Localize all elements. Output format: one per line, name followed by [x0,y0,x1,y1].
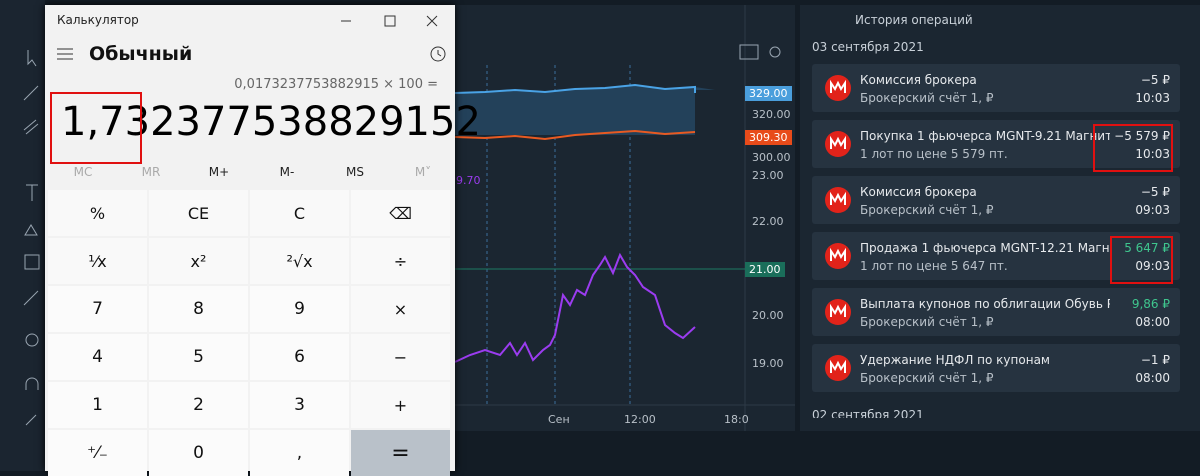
item-subtitle: Брокерский счёт 1, ₽ [860,371,994,385]
x-label: Сен [548,413,570,426]
history-date: 02 сентября 2021 [812,408,924,418]
item-amount: 9,86 ₽ [1131,297,1170,311]
memory-button[interactable]: M+ [208,165,230,179]
memory-button[interactable]: M˅ [414,165,432,179]
item-time: 09:03 [1135,259,1170,273]
price-tag: 309.30 [745,130,792,145]
highlight [50,92,142,164]
key[interactable]: 5 [149,334,248,380]
item-title: Продажа 1 фьючерса MGNT-12.21 Магнит [860,241,1110,255]
key[interactable]: ⁺⁄₋ [48,430,147,476]
item-amount: −5 ₽ [1140,185,1170,199]
key[interactable]: CE [149,190,248,236]
key[interactable]: 4 [48,334,147,380]
key[interactable]: 6 [250,334,349,380]
window-title: Калькулятор [57,13,139,27]
history-item[interactable]: Комиссия брокера Брокерский счёт 1, ₽ −5 ₽… [812,176,1180,224]
display: 1,732377538829152 [61,99,481,145]
key[interactable]: % [48,190,147,236]
price-label: 22.00 [752,215,784,228]
price-label: 23.00 [752,169,784,182]
memory-button[interactable]: MS [346,165,364,179]
price-label: 300.00 [752,151,791,164]
item-title: Выплата купонов по облигации Обувь Рос… [860,297,1110,311]
chart-drawing [454,5,795,431]
item-title: Комиссия брокера [860,185,977,199]
item-time: 10:03 [1135,91,1170,105]
key[interactable]: × [351,286,450,332]
item-subtitle: Брокерский счёт 1, ₽ [860,315,994,329]
chart-panel [454,5,795,431]
item-subtitle: Брокерский счёт 1, ₽ [860,203,994,217]
key[interactable]: ¹⁄x [48,238,147,284]
item-time: 08:00 [1135,371,1170,385]
item-time: 08:00 [1135,315,1170,329]
logo [825,131,851,157]
logo [825,355,851,381]
key[interactable]: = [351,430,450,476]
toolbar [0,0,45,471]
key[interactable]: 3 [250,382,349,428]
key[interactable]: 1 [48,382,147,428]
key[interactable]: , [250,430,349,476]
key[interactable]: − [351,334,450,380]
key[interactable]: ²√x [250,238,349,284]
price-tag: 21.00 [745,262,785,277]
key[interactable]: 0 [149,430,248,476]
price-label: 20.00 [752,309,784,322]
item-amount: 5 647 ₽ [1124,241,1170,255]
key[interactable]: x² [149,238,248,284]
item-time: 10:03 [1135,147,1170,161]
logo [825,243,851,269]
key[interactable]: 9 [250,286,349,332]
item-time: 09:03 [1135,203,1170,217]
memory-button[interactable]: M- [279,165,295,179]
series-label: 9.70 [456,174,481,187]
memory-button[interactable]: MR [141,165,161,179]
history-date: 03 сентября 2021 [812,40,924,54]
item-amount: −1 ₽ [1140,353,1170,367]
highlight [1110,236,1173,284]
history-item[interactable]: Удержание НДФЛ по купонам Брокерский счёт… [812,344,1180,392]
price-label: 19.00 [752,357,784,370]
logo [825,299,851,325]
item-title: Комиссия брокера [860,73,977,87]
item-amount: −5 579 ₽ [1114,129,1170,143]
price-label: 320.00 [752,108,791,121]
history-item[interactable]: Продажа 1 фьючерса MGNT-12.21 Магнит 1 ло… [812,232,1180,280]
window-controls[interactable] [335,13,450,29]
logo [825,75,851,101]
menu-icon[interactable] [57,47,77,61]
key[interactable]: + [351,382,450,428]
history-icon[interactable] [429,45,447,63]
memory-button[interactable]: MC [73,165,93,179]
x-label: 12:00 [624,413,656,426]
mode-title: Обычный [89,43,193,65]
key[interactable]: 2 [149,382,248,428]
item-amount: −5 ₽ [1140,73,1170,87]
history-item[interactable]: Покупка 1 фьючерса MGNT-9.21 Магнит 1 лот… [812,120,1180,168]
key[interactable]: 8 [149,286,248,332]
price-tag: 329.00 [745,86,792,101]
key[interactable]: C [250,190,349,236]
key[interactable]: ⌫ [351,190,450,236]
x-label: 18:0 [724,413,749,426]
calculator-window: Калькулятор Обычный 0,0173237753882915 ×… [45,5,481,476]
history-item[interactable]: Комиссия брокера Брокерский счёт 1, ₽ −5 ₽… [812,64,1180,112]
history-item[interactable]: Выплата купонов по облигации Обувь Рос… Б… [812,288,1180,336]
highlight [1093,124,1173,172]
expression: 0,0173237753882915 × 100 = [234,77,438,92]
toolbar-icons [23,50,40,426]
logo [825,187,851,213]
item-title: Покупка 1 фьючерса MGNT-9.21 Магнит [860,129,1110,143]
item-subtitle: 1 лот по цене 5 647 пт. [860,259,1008,273]
item-title: Удержание НДФЛ по купонам [860,353,1050,367]
key[interactable]: ÷ [351,238,450,284]
item-subtitle: 1 лот по цене 5 579 пт. [860,147,1008,161]
item-subtitle: Брокерский счёт 1, ₽ [860,91,994,105]
history-title: История операций [855,13,973,27]
key[interactable]: 7 [48,286,147,332]
